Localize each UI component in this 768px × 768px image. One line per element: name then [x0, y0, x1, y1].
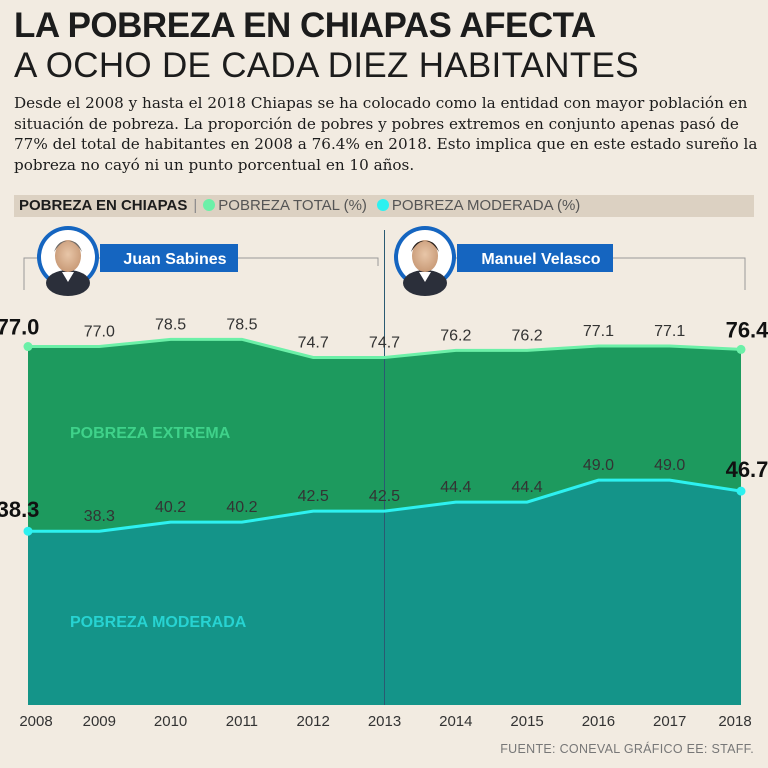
- governor-name-badge: [100, 244, 238, 272]
- value-label-total-2014: 76.2: [440, 327, 471, 344]
- legend-item-moderada: POBREZA MODERADA (%): [391, 197, 581, 214]
- x-tick-2013: 2013: [368, 713, 401, 730]
- x-tick-2012: 2012: [297, 713, 330, 730]
- value-label-total-2016: 77.1: [583, 323, 614, 340]
- legend-dot-moderada-icon: [376, 199, 389, 211]
- value-label-moderada-2011: 40.2: [226, 499, 257, 516]
- value-label-moderada-2010: 40.2: [155, 499, 186, 516]
- data-point-total-2008: [23, 342, 33, 352]
- governor-name-badge: [457, 244, 613, 272]
- data-point-total-2018: [736, 344, 746, 354]
- value-label-total-2015: 76.2: [512, 327, 543, 344]
- governor-juan-sabines: Juan Sabines: [37, 226, 238, 296]
- series-line-pobreza-moderada: [28, 478, 742, 533]
- value-label-moderada-2013: 42.5: [369, 488, 400, 505]
- page-title: LA POBREZA EN CHIAPAS AFECTA: [14, 6, 596, 45]
- band-label-extrema: POBREZA EXTREMA: [70, 425, 231, 442]
- value-label-moderada-2009: 38.3: [84, 508, 115, 525]
- value-label-moderada-2018: 46.7: [726, 457, 768, 482]
- value-label-moderada-2017: 49.0: [654, 457, 685, 474]
- governor-name: Juan Sabines: [123, 251, 226, 268]
- person-portrait-icon: [37, 226, 99, 296]
- x-tick-2010: 2010: [154, 713, 187, 730]
- value-label-moderada-2008: 38.3: [0, 497, 39, 522]
- value-label-moderada-2016: 49.0: [583, 457, 614, 474]
- x-tick-2011: 2011: [226, 713, 258, 730]
- legend-separator: |: [193, 197, 198, 214]
- legend-dot-total-icon: [203, 199, 216, 211]
- x-tick-2014: 2014: [439, 713, 472, 730]
- page-subtitle: A OCHO DE CADA DIEZ HABITANTES: [14, 46, 639, 85]
- source-note: FUENTE: CONEVAL GRÁFICO EE: STAFF.: [500, 742, 754, 756]
- poverty-area-chart: 77.0 77.0 78.5 78.5 74.7 74.7 76.2 76.2 77.1 77.1…: [0, 226, 768, 730]
- data-point-moderada-2008: [23, 526, 33, 536]
- person-portrait-icon: [394, 226, 456, 296]
- value-label-total-2012: 74.7: [298, 334, 329, 351]
- x-tick-2009: 2009: [83, 713, 116, 730]
- x-tick-2016: 2016: [582, 713, 615, 730]
- value-label-moderada-2015: 44.4: [512, 479, 543, 496]
- intro-paragraph: Desde el 2008 y hasta el 2018 Chiapas se…: [14, 94, 758, 174]
- x-tick-2015: 2015: [510, 713, 543, 730]
- value-label-moderada-2014: 44.4: [440, 479, 471, 496]
- x-tick-2017: 2017: [653, 713, 686, 730]
- series-line-pobreza-total: [28, 337, 742, 359]
- legend-heading: POBREZA EN CHIAPAS: [19, 197, 188, 214]
- value-label-total-2009: 77.0: [84, 324, 115, 341]
- value-label-total-2018: 76.4: [726, 317, 768, 342]
- legend-bar: POBREZA EN CHIAPAS | POBREZA TOTAL (%) POBR…: [14, 195, 754, 217]
- x-tick-2008: 2008: [19, 713, 52, 730]
- governor-name: Manuel Velasco: [481, 251, 600, 268]
- value-label-total-2008: 77.0: [0, 315, 39, 340]
- value-label-total-2017: 77.1: [654, 323, 685, 340]
- data-point-moderada-2018: [736, 486, 746, 496]
- value-label-moderada-2012: 42.5: [298, 488, 329, 505]
- band-label-moderada: POBREZA MODERADA: [70, 614, 247, 631]
- governor-manuel-velasco: Manuel Velasco: [394, 226, 613, 296]
- value-label-total-2013: 74.7: [369, 334, 400, 351]
- value-label-total-2010: 78.5: [155, 316, 186, 333]
- x-tick-2018: 2018: [718, 713, 751, 730]
- legend-item-total: POBREZA TOTAL (%): [218, 197, 367, 214]
- value-label-total-2011: 78.5: [226, 316, 257, 333]
